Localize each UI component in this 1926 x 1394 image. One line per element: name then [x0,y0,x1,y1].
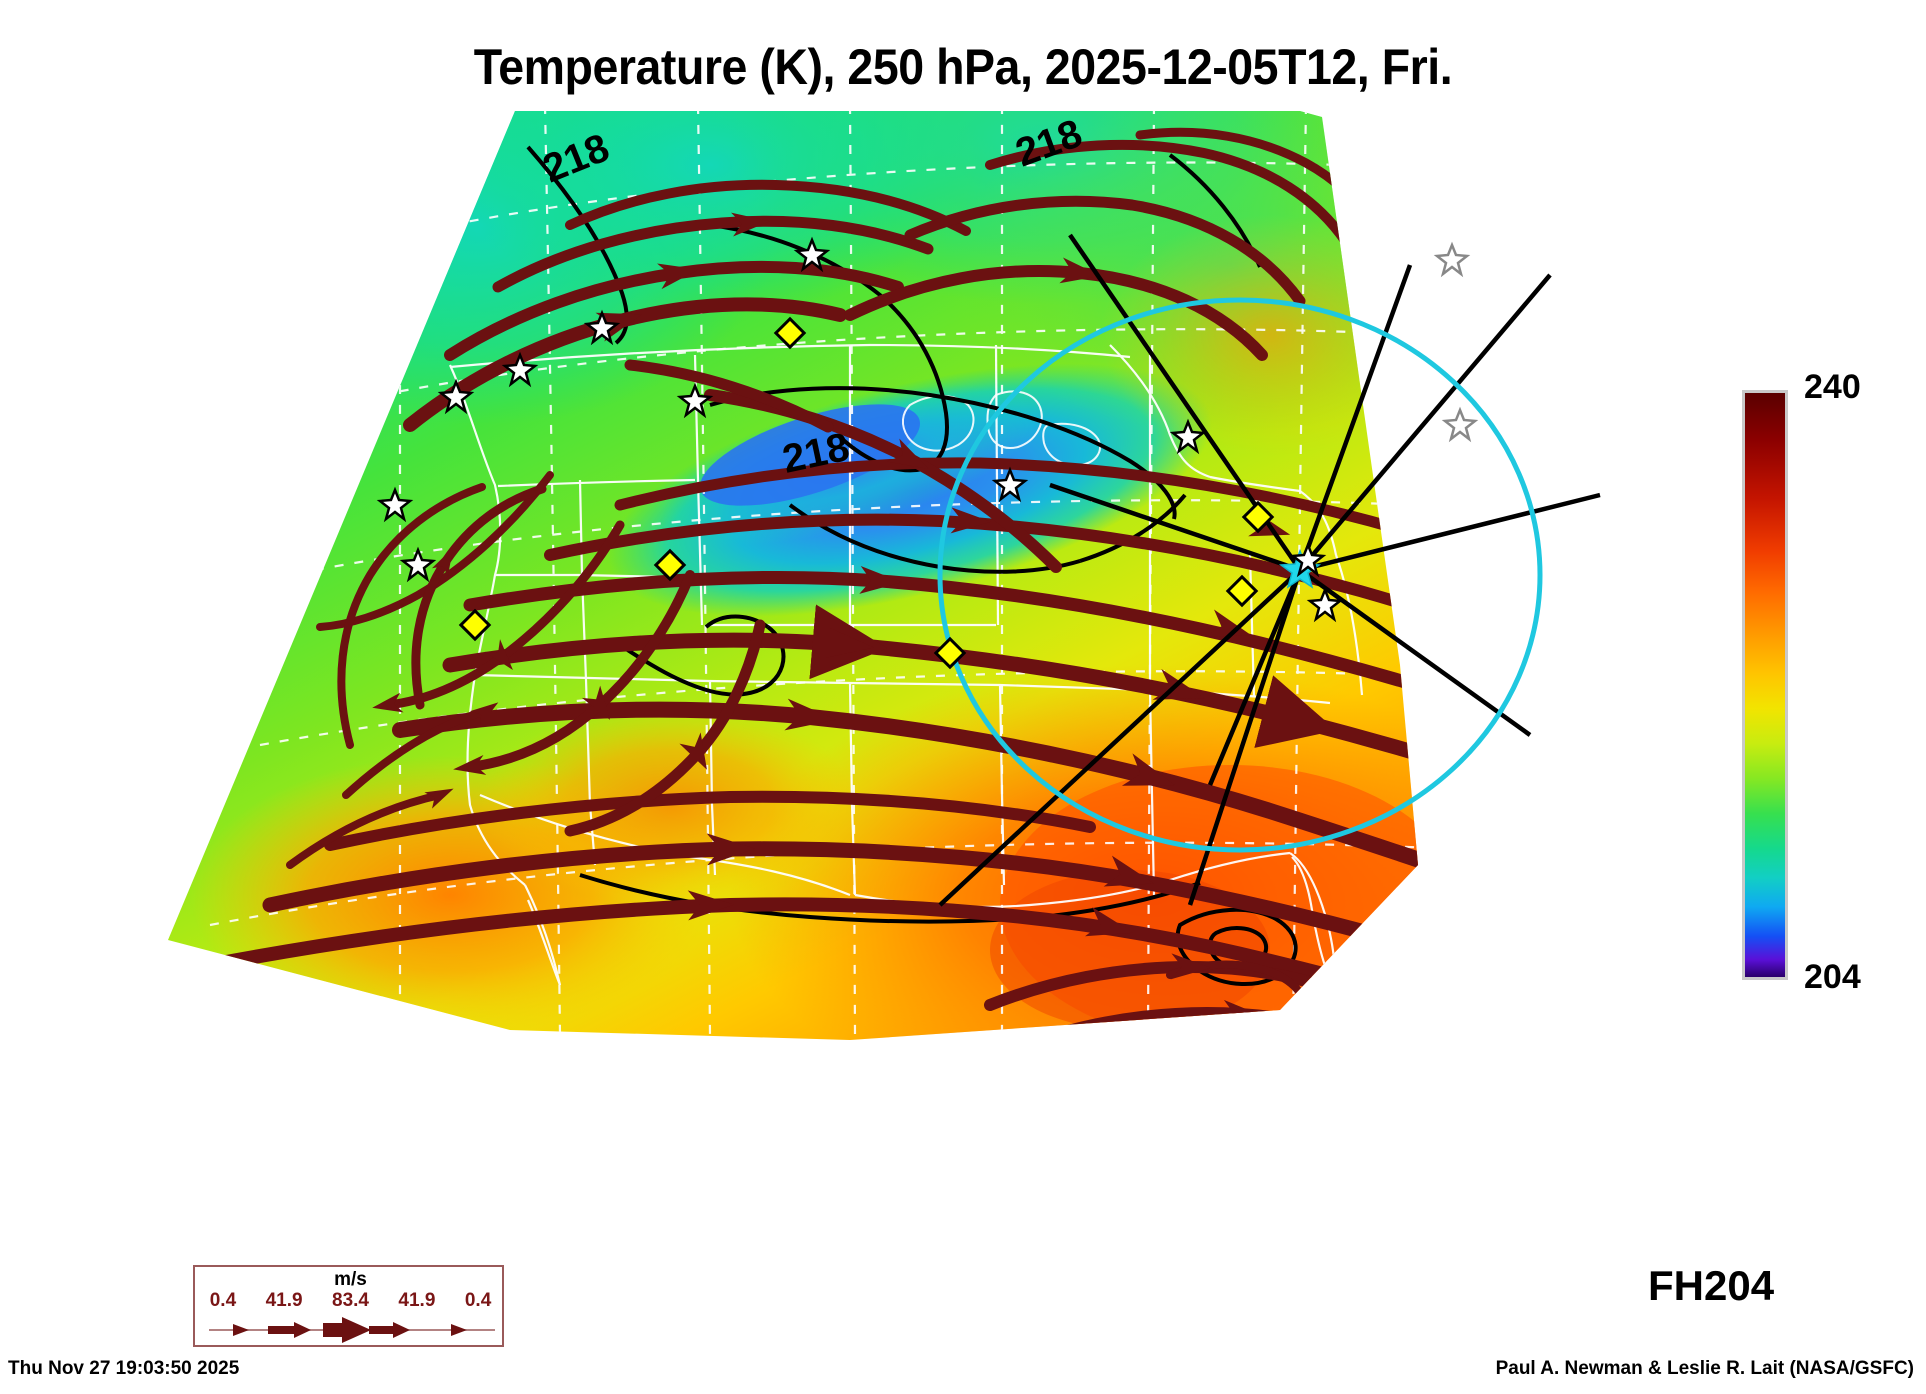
colorbar-gradient [1742,390,1788,980]
wind-value-1: 41.9 [265,1290,303,1311]
colorbar: 240 204 [1742,368,1861,996]
map-panel[interactable]: 218 218 218 [150,105,1620,1175]
wind-value-4: 0.4 [464,1290,492,1311]
generated-timestamp: Thu Nov 27 19:03:50 2025 [8,1358,240,1379]
wind-value-2: 83.4 [332,1290,369,1311]
range-ring[interactable] [937,297,1543,853]
colorbar-min-label: 204 [1804,958,1861,996]
credit-line: Paul A. Newman & Leslie R. Lait (NASA/GS… [1495,1358,1914,1379]
wind-speed-legend: m/s 0.4 41.9 83.4 41.9 0.4 [193,1265,504,1347]
wind-legend-values: 0.4 41.9 83.4 41.9 0.4 [195,1290,506,1312]
wind-legend-arrows [209,1317,495,1343]
outline-station-markers[interactable] [1433,241,1479,443]
temperature-map[interactable]: 218 218 218 [150,105,1620,1175]
wind-value-0: 0.4 [209,1290,237,1311]
colorbar-max-label: 240 [1804,368,1861,406]
wind-streamlines [203,127,1418,1040]
wind-legend-units: m/s [334,1269,367,1290]
station-markers[interactable] [376,236,1344,623]
site-markers[interactable] [458,316,1275,670]
forecast-hour-label: FH204 [1648,1262,1775,1309]
page-title: Temperature (K), 250 hPa, 2025-12-05T12,… [473,39,1453,95]
wind-value-3: 41.9 [398,1290,436,1311]
